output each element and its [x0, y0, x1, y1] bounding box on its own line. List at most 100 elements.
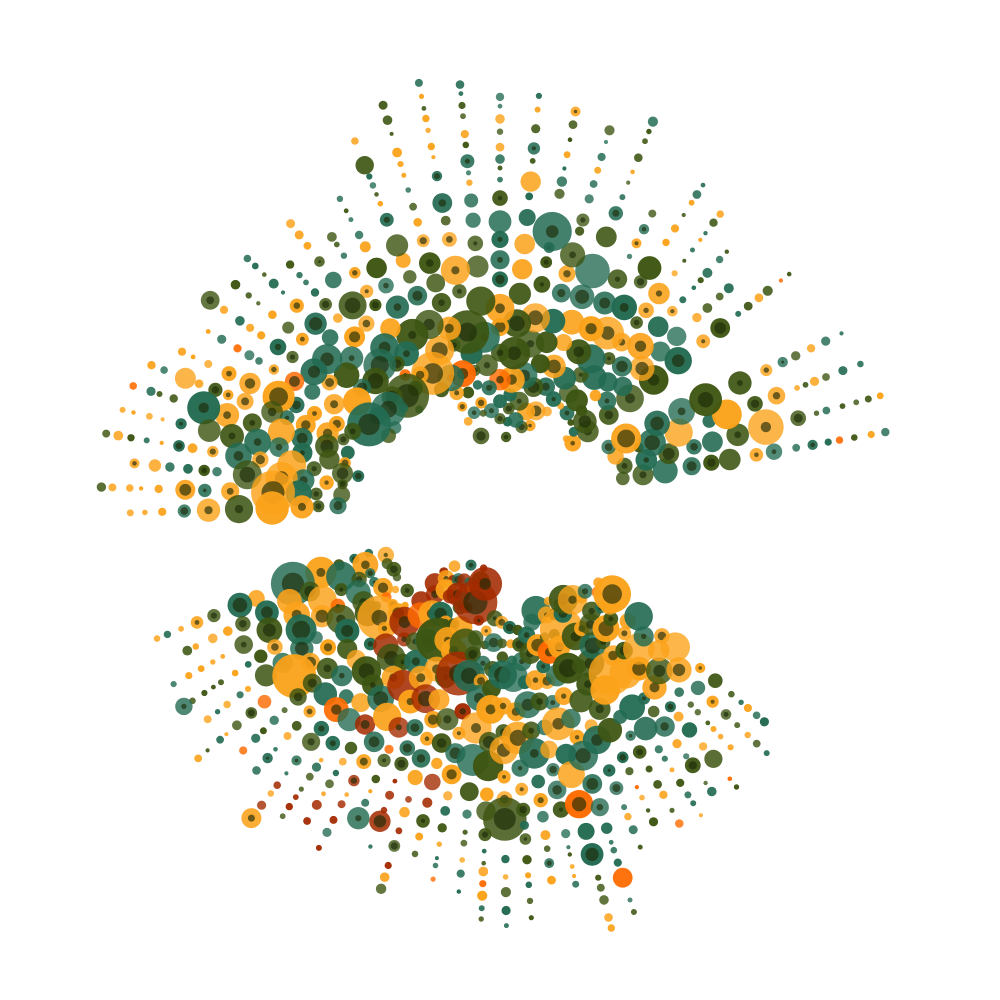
dot-core: [505, 623, 514, 632]
dot-core: [477, 618, 481, 623]
dot: [540, 740, 558, 759]
dot-core: [381, 625, 388, 632]
dot: [411, 850, 419, 858]
dot-core: [498, 618, 506, 626]
dot: [459, 857, 466, 863]
dot-core: [289, 354, 296, 360]
dot: [192, 643, 200, 650]
dot-core: [614, 276, 621, 282]
dot: [158, 507, 167, 516]
dot: [599, 895, 609, 905]
dot: [822, 373, 830, 381]
dot-core: [350, 777, 358, 784]
dot-core: [497, 416, 503, 422]
dot: [692, 312, 702, 323]
dot-core: [397, 759, 406, 768]
dot: [374, 192, 379, 197]
dot: [428, 689, 450, 711]
dot: [594, 166, 602, 174]
dot: [102, 429, 111, 438]
dot: [460, 113, 466, 120]
dot: [303, 279, 309, 286]
dot: [126, 509, 134, 517]
dot: [853, 399, 860, 406]
dot: [170, 681, 177, 688]
dot-core: [616, 360, 628, 373]
dot: [160, 366, 168, 374]
dot: [392, 573, 402, 582]
dot-core: [402, 743, 412, 753]
dot-core: [454, 390, 460, 396]
dot: [371, 774, 381, 784]
dot: [146, 412, 153, 420]
dot: [604, 125, 615, 136]
dot-core: [438, 299, 445, 307]
dot: [664, 418, 693, 447]
dot: [455, 80, 465, 89]
dot: [477, 890, 488, 901]
dot-core: [340, 436, 347, 443]
dot: [675, 819, 684, 828]
dot-core: [602, 584, 622, 604]
dot-core: [480, 660, 486, 666]
dot: [422, 797, 433, 808]
dot-core: [274, 343, 282, 351]
dot-core: [634, 340, 647, 352]
dot: [403, 270, 417, 284]
dot: [512, 259, 533, 280]
dot: [496, 651, 509, 663]
dot: [351, 693, 371, 713]
dot: [792, 443, 801, 452]
dot-core: [373, 815, 387, 828]
dot: [185, 672, 193, 680]
dot: [310, 631, 323, 645]
dot-core: [355, 472, 362, 480]
dot-core: [427, 714, 438, 725]
dot: [281, 707, 288, 714]
dot: [568, 120, 578, 129]
dot-core: [552, 785, 562, 795]
dot: [710, 726, 717, 732]
dot: [674, 687, 684, 697]
dot-core: [793, 413, 803, 423]
dot-core: [484, 629, 488, 633]
dot-core: [596, 803, 604, 811]
dot: [177, 347, 187, 356]
dot: [501, 905, 511, 916]
dot-core: [763, 367, 769, 373]
dot: [285, 802, 293, 811]
dot-core: [295, 641, 309, 656]
dot-core: [536, 698, 543, 705]
dot-core: [488, 408, 494, 414]
dot: [604, 913, 613, 922]
dot: [671, 270, 678, 277]
dot-core: [367, 570, 373, 576]
dot-core: [181, 703, 187, 710]
dot: [437, 823, 447, 833]
dot: [303, 241, 312, 250]
dot: [529, 158, 536, 164]
dot-core: [329, 740, 336, 747]
dot: [407, 769, 423, 786]
dot-core: [313, 491, 319, 497]
dot-core: [471, 723, 481, 733]
dot: [555, 334, 573, 351]
dot-core: [370, 682, 376, 688]
dot-core: [607, 768, 611, 773]
dot: [647, 316, 669, 338]
dot-core: [364, 289, 369, 294]
dot: [326, 561, 357, 592]
dot-core: [643, 307, 649, 313]
dot: [628, 825, 638, 835]
dot-core: [612, 209, 620, 217]
dot: [421, 106, 427, 111]
dot-core: [390, 565, 398, 574]
dot: [256, 301, 261, 306]
dot-core: [416, 673, 426, 683]
dot: [707, 786, 717, 797]
dot: [337, 708, 361, 732]
dot: [413, 218, 423, 227]
dot-core: [266, 756, 270, 760]
dot-core: [549, 765, 557, 774]
dot-core: [578, 415, 592, 428]
